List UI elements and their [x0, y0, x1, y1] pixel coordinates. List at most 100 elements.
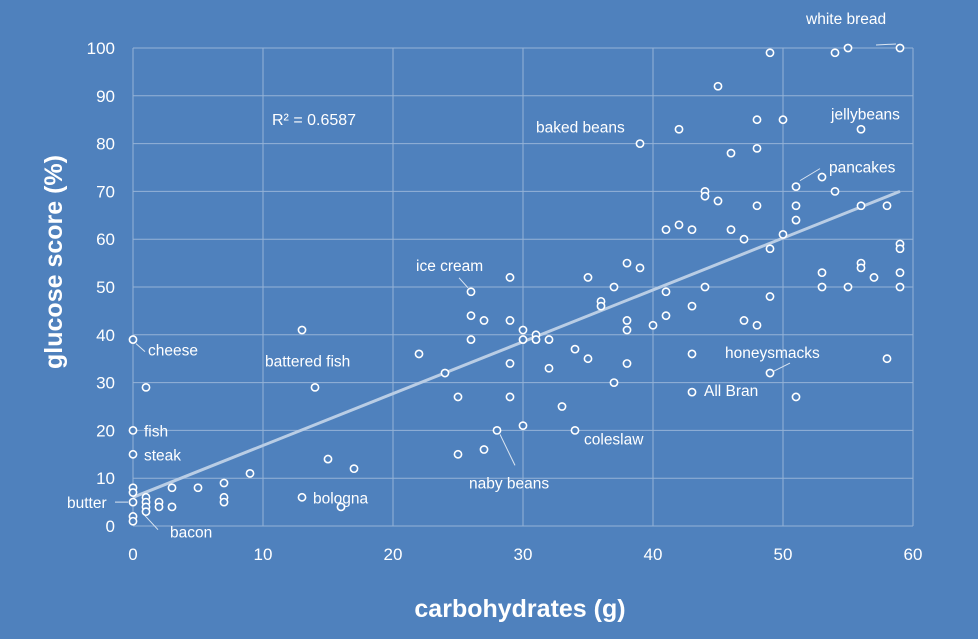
data-point	[856, 201, 866, 211]
point-label: All Bran	[704, 383, 758, 400]
data-point	[310, 382, 320, 392]
data-point	[505, 273, 515, 282]
data-point	[167, 483, 177, 493]
point-label: battered fish	[265, 353, 350, 370]
data-point	[791, 182, 801, 192]
y-axis-title: glucose score (%)	[40, 155, 68, 369]
point-label: butter	[67, 495, 107, 512]
data-point	[622, 325, 632, 335]
data-point	[739, 234, 749, 244]
data-point	[492, 425, 502, 435]
point-label: coleslaw	[584, 431, 644, 448]
data-point	[700, 191, 710, 201]
point-label: bologna	[313, 490, 369, 507]
data-point	[661, 225, 671, 235]
data-point	[440, 368, 450, 378]
data-point	[843, 282, 853, 292]
data-point	[128, 425, 138, 435]
point-label: jellybeans	[830, 107, 900, 124]
x-tick-label: 40	[644, 545, 663, 564]
data-point	[297, 492, 307, 502]
data-point	[505, 316, 515, 325]
data-point	[414, 349, 424, 359]
data-point	[531, 335, 541, 344]
data-point	[349, 464, 359, 474]
data-point	[817, 282, 827, 292]
data-point	[466, 311, 476, 321]
x-tick-label: 20	[384, 545, 403, 564]
leader-line	[135, 343, 146, 352]
annotation-leader-lines	[115, 43, 897, 531]
data-point	[713, 81, 723, 91]
point-label: cheese	[148, 343, 198, 360]
point-label: fish	[144, 423, 168, 440]
data-point	[791, 201, 801, 211]
data-point	[453, 392, 463, 402]
y-tick-label: 30	[96, 374, 115, 393]
data-point	[544, 335, 554, 344]
data-point	[219, 497, 229, 507]
data-point	[895, 268, 905, 278]
data-point	[791, 215, 801, 225]
y-tick-label: 100	[87, 39, 115, 58]
x-tick-label: 30	[514, 545, 533, 564]
y-tick-label: 70	[96, 182, 115, 201]
x-axis-title: carbohydrates (g)	[414, 595, 625, 623]
data-point	[154, 502, 164, 512]
data-point	[128, 516, 138, 526]
data-point	[557, 402, 567, 411]
data-point	[778, 230, 788, 239]
data-points	[128, 43, 905, 526]
data-point	[661, 311, 671, 321]
y-tick-labels: 0 10 20 30 40 50 60 70 80 90 100	[87, 39, 115, 536]
data-point	[817, 268, 827, 278]
data-point	[609, 378, 619, 387]
data-point	[336, 502, 346, 512]
data-point	[609, 282, 619, 292]
data-point	[713, 196, 723, 206]
data-point	[817, 172, 827, 182]
data-point	[622, 258, 632, 268]
data-point	[479, 316, 489, 325]
data-point	[765, 244, 775, 254]
data-point	[687, 387, 697, 397]
data-point	[895, 244, 905, 254]
leader-line	[144, 515, 159, 531]
point-label: bacon	[170, 525, 212, 542]
data-point	[687, 301, 697, 311]
leader-line	[875, 43, 897, 46]
leader-line	[499, 434, 516, 466]
data-point	[128, 488, 138, 497]
data-point	[518, 421, 528, 431]
x-tick-label: 0	[128, 545, 137, 564]
data-point	[895, 43, 905, 53]
y-tick-label: 50	[96, 278, 115, 297]
data-point	[687, 225, 697, 235]
data-point	[479, 445, 489, 454]
leader-line	[773, 362, 791, 372]
data-point	[505, 392, 515, 402]
data-point	[583, 354, 593, 364]
data-point	[141, 507, 151, 517]
y-tick-label: 10	[96, 469, 115, 488]
data-point	[297, 325, 307, 335]
data-point	[518, 335, 528, 344]
data-point	[856, 263, 866, 273]
data-point	[518, 325, 528, 335]
data-point	[739, 316, 749, 325]
point-label: ice cream	[416, 258, 483, 275]
x-tick-label: 60	[904, 545, 923, 564]
data-point	[245, 469, 255, 478]
data-point	[544, 363, 554, 373]
data-point	[635, 263, 645, 273]
grid	[132, 47, 914, 527]
x-tick-label: 50	[774, 545, 793, 564]
data-point	[505, 359, 515, 368]
data-point	[583, 273, 593, 282]
data-point	[752, 143, 762, 153]
data-point	[219, 478, 229, 488]
data-point	[128, 497, 138, 507]
data-point	[687, 349, 697, 359]
r-squared-label: R² = 0.6587	[272, 112, 356, 129]
